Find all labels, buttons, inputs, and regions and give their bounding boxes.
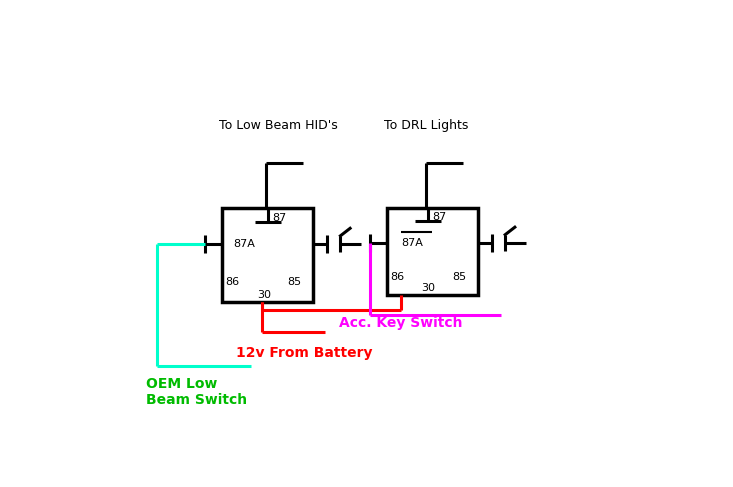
Text: To DRL Lights: To DRL Lights bbox=[384, 119, 468, 132]
Text: 86: 86 bbox=[391, 272, 405, 281]
Text: 30: 30 bbox=[257, 290, 270, 300]
Text: 86: 86 bbox=[226, 277, 240, 286]
Text: 85: 85 bbox=[288, 277, 302, 286]
Text: To Low Beam HID's: To Low Beam HID's bbox=[219, 119, 338, 132]
Text: 87A: 87A bbox=[234, 239, 256, 249]
Text: 12v From Battery: 12v From Battery bbox=[237, 346, 373, 360]
Text: 85: 85 bbox=[452, 272, 467, 281]
Text: Acc. Key Switch: Acc. Key Switch bbox=[339, 316, 463, 330]
Text: 87: 87 bbox=[272, 213, 287, 223]
Bar bbox=[387, 208, 478, 295]
Text: 30: 30 bbox=[421, 283, 435, 293]
Text: 87: 87 bbox=[432, 212, 446, 222]
Text: 87A: 87A bbox=[401, 238, 423, 248]
Text: OEM Low
Beam Switch: OEM Low Beam Switch bbox=[146, 377, 247, 407]
Bar bbox=[222, 208, 313, 302]
